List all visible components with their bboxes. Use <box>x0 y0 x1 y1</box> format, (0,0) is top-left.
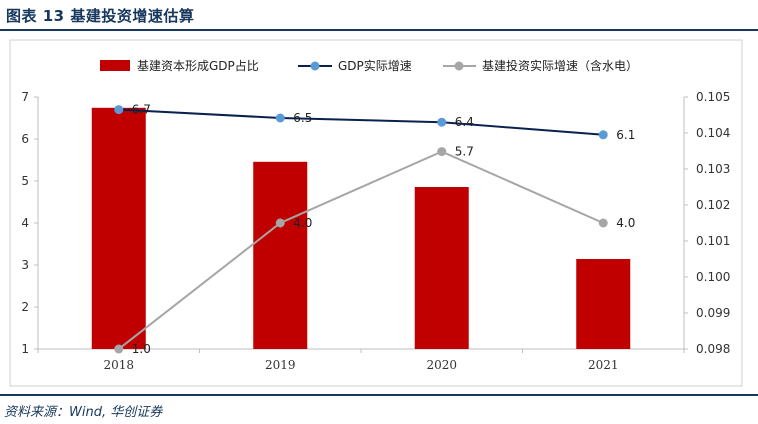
infra-data-label: 5.7 <box>455 145 474 159</box>
x-tick-label: 2018 <box>103 358 134 372</box>
y-right-tick-label: 0.105 <box>696 90 730 104</box>
x-tick-label: 2020 <box>426 358 457 372</box>
y-left-tick-label: 2 <box>21 300 29 314</box>
y-right-tick-label: 0.103 <box>696 162 730 176</box>
y-right-tick-label: 0.100 <box>696 270 730 284</box>
y-left-tick-label: 7 <box>21 90 29 104</box>
bar <box>253 161 308 349</box>
legend-bar-swatch <box>100 60 130 71</box>
bar-series <box>91 107 631 349</box>
gdp-data-label: 6.4 <box>455 115 474 129</box>
bar <box>414 187 469 349</box>
y-left-tick-label: 6 <box>21 132 29 146</box>
infra-growth-point <box>114 344 124 354</box>
title-rule <box>0 29 758 31</box>
gdp-data-label: 6.5 <box>293 111 312 125</box>
y-left-tick-label: 1 <box>21 342 29 356</box>
legend-gdp-swatch-marker <box>310 61 320 71</box>
x-tick-label: 2021 <box>588 358 619 372</box>
infra-growth-point <box>437 147 447 157</box>
legend-infra-label: 基建投资实际增速（含水电） <box>482 58 638 73</box>
gdp-data-label: 6.7 <box>132 103 151 117</box>
infra-growth-point <box>598 218 608 228</box>
y-right-tick-label: 0.099 <box>696 306 730 320</box>
legend-infra-swatch-marker <box>454 61 464 71</box>
chart-border <box>9 39 743 387</box>
gdp-growth-point <box>114 105 124 115</box>
legend-gdp-label: GDP实际增速 <box>338 58 412 73</box>
source-rule <box>0 394 758 396</box>
data-labels: 6.7 6.5 6.4 6.1 1.0 4.0 5.7 4.0 <box>132 103 636 356</box>
legend: 基建资本形成GDP占比 GDP实际增速 基建投资实际增速（含水电） <box>100 58 638 73</box>
gdp-growth-point <box>275 113 285 123</box>
infra-data-label: 4.0 <box>293 216 312 230</box>
axes: 1 2 3 4 5 6 7 0.098 0.099 0.100 0.101 0.102 0.103 0.1… <box>21 90 730 372</box>
bar <box>91 107 146 349</box>
y-right-tick-label: 0.104 <box>696 126 730 140</box>
gdp-growth-point <box>437 117 447 127</box>
bar <box>576 259 631 349</box>
infra-growth-point <box>275 218 285 228</box>
line-series <box>114 105 608 354</box>
infra-growth-line <box>118 150 604 350</box>
y-right-tick-label: 0.098 <box>696 342 730 356</box>
source-note: 资料来源：Wind, 华创证券 <box>4 405 163 420</box>
figure-title: 图表 13 基建投资增速估算 <box>6 7 195 25</box>
infra-data-label: 4.0 <box>616 216 635 230</box>
x-tick-label: 2019 <box>265 358 296 372</box>
gdp-growth-point <box>598 130 608 140</box>
y-right-tick-label: 0.101 <box>696 234 730 248</box>
infra-data-label: 1.0 <box>132 342 151 356</box>
gdp-data-label: 6.1 <box>616 128 635 142</box>
y-left-tick-label: 5 <box>21 174 29 188</box>
y-right-tick-label: 0.102 <box>696 198 730 212</box>
y-left-tick-label: 3 <box>21 258 29 272</box>
y-left-tick-label: 4 <box>21 216 29 230</box>
gdp-growth-line <box>118 108 604 136</box>
legend-bar-label: 基建资本形成GDP占比 <box>137 58 259 73</box>
